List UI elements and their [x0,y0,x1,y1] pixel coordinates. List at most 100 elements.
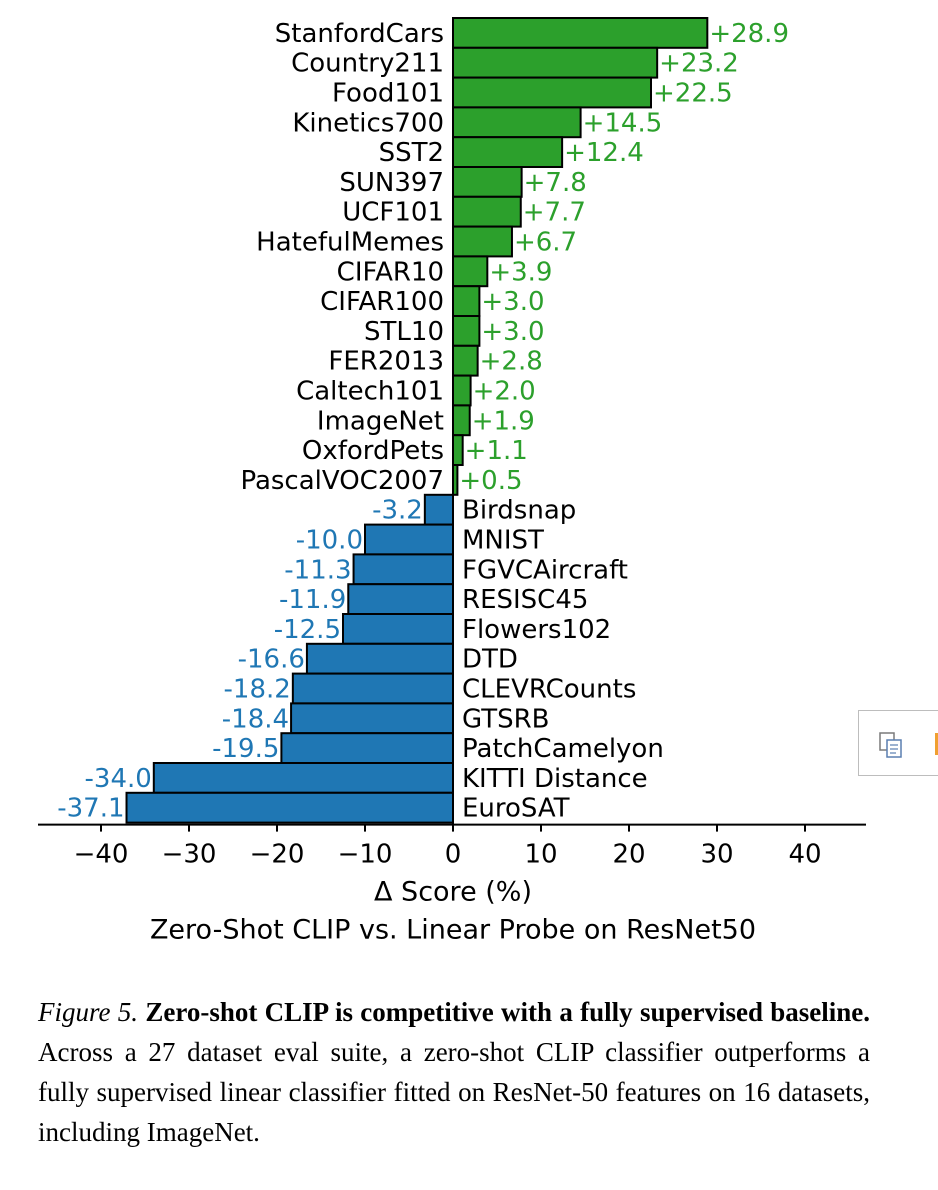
category-label: PascalVOC2007 [240,466,444,496]
bar [452,374,472,407]
copy-widget[interactable] [858,710,938,776]
category-label: Kinetics700 [292,108,444,138]
category-labels-group: StanfordCarsCountry211Food101Kinetics700… [240,19,663,824]
bar [452,195,522,228]
x-ticks-group: −40 −30 −20 −10 0 10 20 30 40 [74,824,822,870]
bar [452,255,489,288]
category-label: CIFAR100 [320,287,444,317]
category-label: OxfordPets [302,436,444,466]
category-label: Flowers102 [462,615,611,645]
figure-label: Figure 5. [38,997,139,1027]
value-label: +28.9 [709,19,789,49]
bar [452,106,582,139]
x-tick-label: −40 [74,840,129,870]
bar [452,136,564,168]
value-labels-group: +28.9+23.2+22.5+14.5+12.4+7.8+7.7+6.7+3.… [57,19,789,824]
category-label: FER2013 [328,347,444,377]
category-label: GTSRB [462,704,550,734]
bar [342,613,454,645]
bar [452,166,523,198]
bar [452,344,479,377]
bar [452,404,471,437]
value-label: -12.5 [274,615,341,645]
value-label: +3.0 [481,287,544,317]
value-label: +2.0 [473,377,536,407]
value-label: -3.2 [372,496,423,526]
category-label: MNIST [462,526,544,556]
bar [152,762,455,794]
category-label: PatchCamelyon [462,734,664,764]
bar-chart: +28.9+23.2+22.5+14.5+12.4+7.8+7.7+6.7+3.… [38,17,866,946]
category-label: CIFAR10 [337,257,444,287]
category-label: ImageNet [317,406,444,436]
bar [452,46,659,79]
bar [352,553,454,586]
category-label: KITTI Distance [462,764,648,794]
category-label: CLEVRCounts [462,675,636,705]
category-label: FGVCAircraft [462,555,628,585]
bar [280,732,454,765]
copy-icon[interactable] [877,731,905,764]
category-label: Caltech101 [296,377,444,407]
value-label: -37.1 [57,794,124,824]
caption-bold-text: Zero-shot CLIP is competitive with a ful… [145,997,871,1027]
category-label: HatefulMemes [256,228,444,258]
value-label: -34.0 [85,764,152,794]
bar [305,642,455,675]
value-label: +12.4 [564,138,644,168]
value-label: +22.5 [653,79,733,109]
category-label: StanfordCars [275,19,444,49]
chart-title: Zero-Shot CLIP vs. Linear Probe on ResNe… [150,915,756,946]
value-label: +2.8 [480,347,543,377]
value-label: +0.5 [459,466,522,496]
x-tick-label: 30 [700,840,733,870]
bar [452,17,709,49]
value-label: +1.1 [465,436,528,466]
value-label: +6.7 [514,228,577,258]
value-label: -11.9 [279,585,346,615]
value-label: -18.4 [222,704,289,734]
value-label: -10.0 [296,526,363,556]
value-label: -18.2 [224,675,291,705]
category-label: STL10 [364,317,444,347]
category-label: RESISC45 [462,585,588,615]
x-tick-label: 0 [445,840,462,870]
bar [423,493,454,526]
x-tick-label: −20 [250,840,305,870]
category-label: Country211 [291,49,444,79]
value-label: +3.0 [481,317,544,347]
bar [290,702,454,735]
x-tick-label: 10 [524,840,557,870]
bar [452,225,513,258]
figure-caption: Figure 5. Zero-shot CLIP is competitive … [38,992,870,1152]
category-label: Food101 [332,79,444,109]
category-label: SUN397 [339,168,444,198]
value-label: +1.9 [472,406,535,436]
value-label: -19.5 [212,734,279,764]
category-label: UCF101 [342,198,444,228]
bar [364,523,454,556]
value-label: +7.7 [523,198,586,228]
bar [125,791,455,824]
x-tick-label: −10 [338,840,393,870]
x-tick-label: 20 [612,840,645,870]
bar [452,315,481,347]
bars-group [125,17,709,824]
value-label: -16.6 [238,645,305,675]
value-label: +3.9 [489,257,552,287]
bar [291,672,454,705]
category-label: EuroSAT [462,794,570,824]
value-label: -11.3 [284,555,351,585]
bar [347,583,454,616]
bar [452,285,481,318]
x-axis-label: Δ Score (%) [374,877,532,908]
caption-body-text: Across a 27 dataset eval suite, a zero-s… [38,1037,870,1147]
category-label: SST2 [379,138,444,168]
x-tick-label: −30 [162,840,217,870]
category-label: Birdsnap [462,496,576,526]
category-label: DTD [462,645,518,675]
x-tick-label: 40 [788,840,821,870]
value-label: +14.5 [583,108,663,138]
value-label: +23.2 [659,49,739,79]
value-label: +7.8 [524,168,587,198]
